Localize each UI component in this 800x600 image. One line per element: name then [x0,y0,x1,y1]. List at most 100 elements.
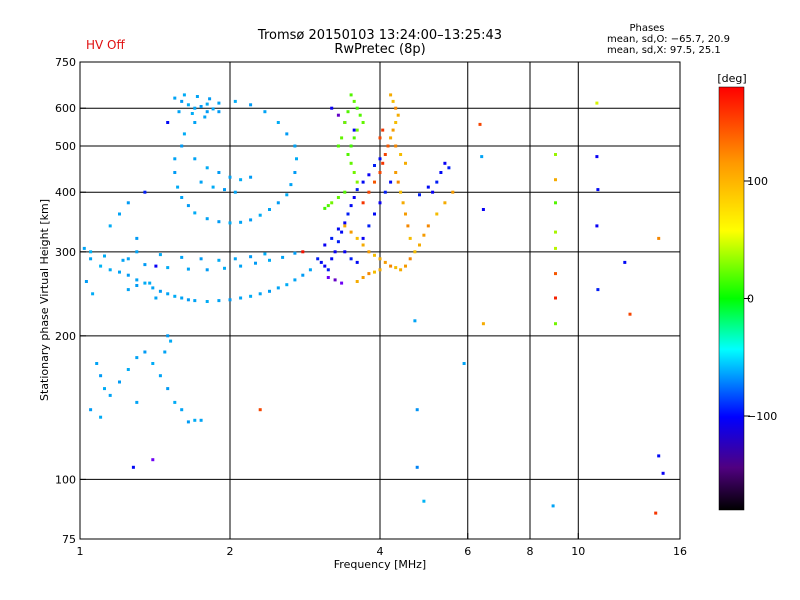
data-point [154,296,158,300]
data-point [135,236,139,240]
data-point [340,281,344,285]
data-point [176,185,180,189]
data-point [336,113,340,117]
data-point [135,400,139,404]
data-point [336,227,340,231]
data-point [478,122,482,126]
data-point [343,224,347,228]
data-point [151,286,155,290]
data-point [268,258,271,262]
data-point [323,206,327,210]
data-point [383,153,387,156]
data-point [228,175,232,179]
data-point [99,374,103,378]
data-point [349,257,353,261]
data-point [268,208,271,211]
data-point [180,255,184,259]
data-point [249,175,253,179]
data-point [249,218,253,222]
data-point [554,322,557,326]
data-point [166,387,170,391]
data-point [330,257,334,261]
data-point [293,251,297,255]
data-point [295,157,298,161]
data-point [276,286,280,290]
data-point [413,250,417,254]
data-point [352,128,356,132]
data-point [199,257,203,261]
data-point [596,288,600,292]
data-point [367,250,371,254]
colorbar-tick-label: 100 [747,175,768,188]
data-point [349,230,353,234]
data-point [249,294,253,298]
data-point [180,408,184,412]
data-point [258,292,262,296]
data-point [391,99,395,103]
data-point [355,128,359,132]
data-point [169,339,173,343]
x-tick-label: 8 [527,545,534,558]
data-point [481,322,485,326]
data-point [361,201,365,205]
data-point [657,454,661,458]
data-point [439,171,443,174]
data-point [143,350,147,354]
data-point [233,257,237,261]
data-point [126,288,130,292]
data-point [316,257,320,261]
data-point [349,93,353,97]
colorbar-tick-label: −100 [747,410,777,423]
data-point [99,264,103,268]
data-point [239,178,243,182]
x-tick-label: 1 [77,545,84,558]
data-point [394,266,398,270]
data-point [163,350,167,354]
data-point [258,408,262,412]
data-point [462,362,466,365]
data-point [118,212,121,216]
data-point [378,268,382,272]
data-point [285,193,289,197]
data-point [554,230,557,234]
data-point [193,121,197,124]
data-point [373,212,376,216]
data-point [394,106,398,110]
data-point [193,418,197,422]
data-point [657,236,661,240]
data-point [389,180,393,184]
data-point [126,257,130,261]
data-point [391,128,395,132]
data-point [118,380,121,384]
data-point [166,121,170,124]
data-point [186,267,190,271]
data-point [654,511,658,515]
y-tick-label: 600 [55,102,76,115]
data-point [418,193,421,197]
data-point [595,155,599,159]
data-point [193,299,197,303]
data-point [173,96,177,100]
data-point [319,260,323,264]
data-point [415,465,419,469]
data-point [154,264,158,268]
data-point [126,201,130,205]
data-point [343,121,347,124]
data-point [211,185,215,189]
data-point [367,272,371,276]
data-point [408,236,412,240]
data-point [623,260,627,264]
data-point [143,190,147,194]
data-point [135,250,139,254]
data-point [186,420,190,424]
data-point [394,121,398,124]
data-point [151,362,155,365]
data-point [258,213,262,217]
data-point [217,220,221,224]
data-point [378,171,382,174]
data-point [336,240,340,244]
data-point [205,217,209,221]
chart-subtitle: RwPretec (8p) [334,42,425,57]
data-point [173,171,177,174]
data-point [293,144,297,148]
